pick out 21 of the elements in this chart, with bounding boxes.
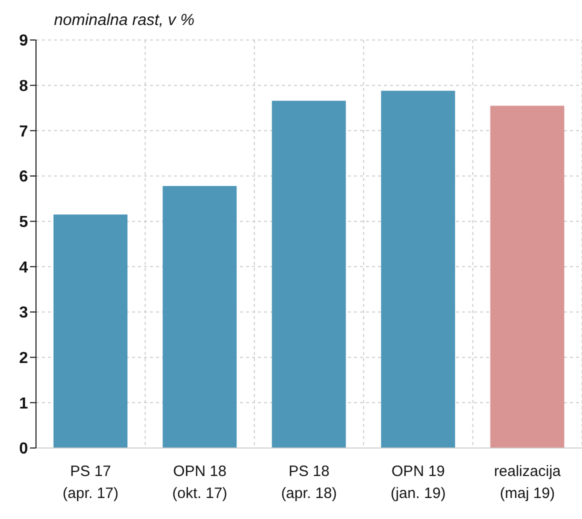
- bar: [272, 100, 346, 448]
- bar: [53, 214, 128, 448]
- y-tick-label: 2: [19, 350, 28, 368]
- y-tick-label: 8: [19, 78, 28, 96]
- y-tick-label: 9: [19, 32, 28, 50]
- x-tick-label: OPN 19 (jan. 19): [390, 463, 446, 502]
- y-tick-label: 7: [19, 123, 28, 140]
- x-tick-label: realizacija (maj 19): [494, 463, 562, 502]
- bar: [381, 90, 456, 448]
- y-axis-title: nominalna rast, v %: [54, 12, 195, 30]
- x-tick-label: PS 18 (apr. 18): [281, 463, 337, 502]
- y-tick-label: 5: [19, 214, 28, 232]
- y-tick-label: 0: [19, 440, 28, 458]
- y-tick-label: 4: [19, 259, 28, 276]
- x-tick-label: OPN 18 (okt. 17): [172, 463, 228, 502]
- y-tick-label: 1: [19, 395, 28, 412]
- bar: [490, 106, 564, 448]
- x-tick-label: PS 17 (apr. 17): [62, 463, 119, 502]
- bar: [162, 186, 237, 448]
- y-tick-label: 6: [19, 168, 28, 186]
- y-tick-label: 3: [19, 304, 28, 322]
